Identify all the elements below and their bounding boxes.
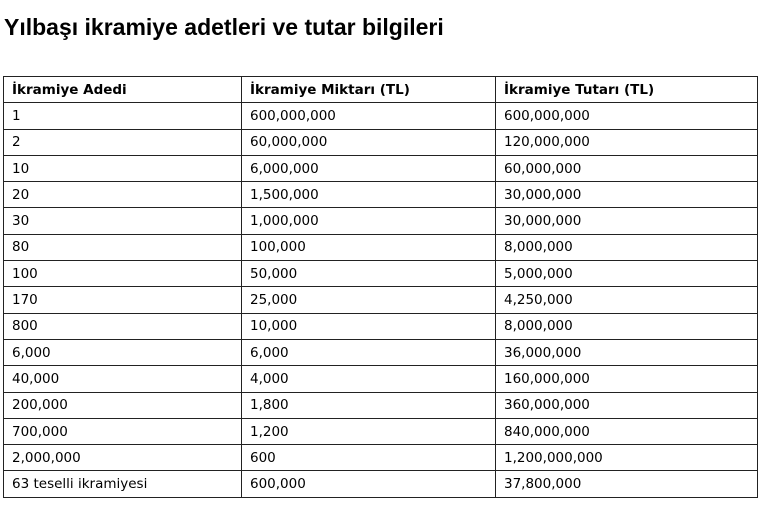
cell-total: 4,250,000 xyxy=(495,286,758,314)
cell-count: 80 xyxy=(3,233,242,262)
cell-total: 30,000,000 xyxy=(495,181,758,209)
cell-total: 600,000,000 xyxy=(495,102,758,130)
cell-amount: 600,000 xyxy=(241,470,496,498)
cell-total: 8,000,000 xyxy=(495,233,758,262)
cell-count: 800 xyxy=(3,312,242,340)
cell-total: 8,000,000 xyxy=(495,312,758,340)
cell-count: 700,000 xyxy=(3,417,242,446)
table-row: 20 1,500,000 30,000,000 xyxy=(3,181,758,209)
cell-amount: 100,000 xyxy=(241,233,496,262)
cell-count: 200,000 xyxy=(3,391,242,419)
cell-total: 30,000,000 xyxy=(495,207,758,235)
cell-total: 37,800,000 xyxy=(495,470,758,498)
cell-count: 20 xyxy=(3,181,242,209)
table-row: 170 25,000 4,250,000 xyxy=(3,286,758,314)
cell-amount: 600,000,000 xyxy=(241,102,496,130)
cell-amount: 10,000 xyxy=(241,312,496,340)
cell-amount: 50,000 xyxy=(241,260,496,288)
page-title: Yılbaşı ikramiye adetleri ve tutar bilgi… xyxy=(4,14,444,40)
cell-amount: 60,000,000 xyxy=(241,128,496,156)
cell-total: 160,000,000 xyxy=(495,365,758,393)
table-row: 63 teselli ikramiyesi 600,000 37,800,000 xyxy=(3,470,758,498)
prize-table: İkramiye Adedi İkramiye Miktarı (TL) İkr… xyxy=(3,75,758,498)
table-row: 2 60,000,000 120,000,000 xyxy=(3,128,758,156)
cell-amount: 600 xyxy=(241,444,496,472)
table-row: 800 10,000 8,000,000 xyxy=(3,312,758,340)
table-row: 6,000 6,000 36,000,000 xyxy=(3,338,758,367)
cell-total: 36,000,000 xyxy=(495,338,758,367)
cell-amount: 1,200 xyxy=(241,417,496,446)
header-amount: İkramiye Miktarı (TL) xyxy=(241,75,496,104)
table-row: 2,000,000 600 1,200,000,000 xyxy=(3,444,758,472)
table-row: 200,000 1,800 360,000,000 xyxy=(3,391,758,419)
table-row: 1 600,000,000 600,000,000 xyxy=(3,102,758,130)
cell-count: 6,000 xyxy=(3,338,242,367)
cell-amount: 1,000,000 xyxy=(241,207,496,235)
cell-amount: 6,000,000 xyxy=(241,154,496,183)
cell-total: 120,000,000 xyxy=(495,128,758,156)
table-row: 80 100,000 8,000,000 xyxy=(3,233,758,262)
cell-count: 100 xyxy=(3,260,242,288)
table-row: 30 1,000,000 30,000,000 xyxy=(3,207,758,235)
cell-total: 60,000,000 xyxy=(495,154,758,183)
cell-amount: 6,000 xyxy=(241,338,496,367)
cell-amount: 1,800 xyxy=(241,391,496,419)
cell-count: 63 teselli ikramiyesi xyxy=(3,470,242,498)
cell-total: 5,000,000 xyxy=(495,260,758,288)
table-header-row: İkramiye Adedi İkramiye Miktarı (TL) İkr… xyxy=(3,75,758,104)
cell-count: 2,000,000 xyxy=(3,444,242,472)
header-count: İkramiye Adedi xyxy=(3,75,242,104)
cell-count: 30 xyxy=(3,207,242,235)
cell-count: 40,000 xyxy=(3,365,242,393)
cell-amount: 4,000 xyxy=(241,365,496,393)
header-total: İkramiye Tutarı (TL) xyxy=(495,75,758,104)
cell-total: 1,200,000,000 xyxy=(495,444,758,472)
table-row: 700,000 1,200 840,000,000 xyxy=(3,417,758,446)
table-row: 40,000 4,000 160,000,000 xyxy=(3,365,758,393)
cell-count: 2 xyxy=(3,128,242,156)
table-row: 10 6,000,000 60,000,000 xyxy=(3,154,758,183)
cell-total: 360,000,000 xyxy=(495,391,758,419)
cell-amount: 1,500,000 xyxy=(241,181,496,209)
table-row: 100 50,000 5,000,000 xyxy=(3,260,758,288)
cell-count: 170 xyxy=(3,286,242,314)
cell-total: 840,000,000 xyxy=(495,417,758,446)
cell-amount: 25,000 xyxy=(241,286,496,314)
cell-count: 1 xyxy=(3,102,242,130)
cell-count: 10 xyxy=(3,154,242,183)
